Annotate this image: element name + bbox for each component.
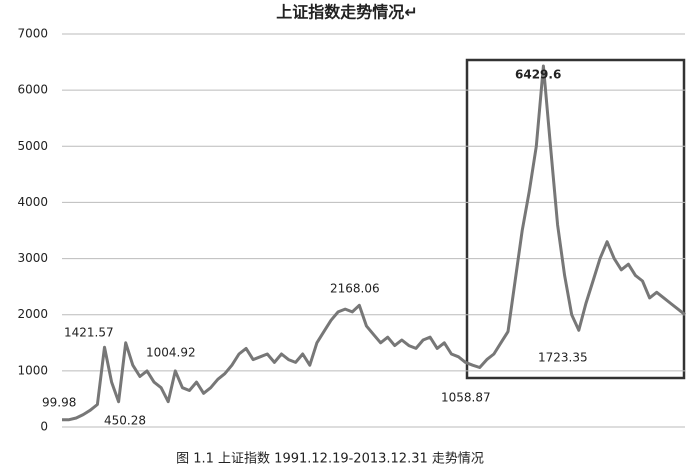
y-tick-label: 2000 (17, 307, 48, 321)
annotation: 6429.6 (515, 68, 561, 82)
annotation: 1058.87 (441, 391, 491, 405)
y-tick-label: 5000 (17, 139, 48, 153)
y-tick-label: 7000 (17, 27, 48, 41)
y-tick-label: 3000 (17, 251, 48, 265)
highlight-box (465, 58, 686, 380)
y-tick-label: 0 (40, 420, 48, 434)
annotation: 99.98 (42, 396, 76, 410)
y-tick-label: 1000 (17, 363, 48, 377)
index-line (62, 64, 686, 422)
annotation: 1004.92 (146, 346, 196, 360)
annotation: 1723.35 (538, 351, 588, 365)
y-tick-label: 6000 (17, 83, 48, 97)
chart-title: 上证指数走势情况↵ (276, 3, 417, 22)
annotation: 2168.06 (330, 282, 380, 296)
annotation: 450.28 (104, 414, 146, 428)
caption: 图 1.1 上证指数 1991.12.19-2013.12.31 走势情况 (176, 451, 484, 467)
annotation: 1421.57 (64, 326, 114, 340)
y-tick-label: 4000 (17, 195, 48, 209)
